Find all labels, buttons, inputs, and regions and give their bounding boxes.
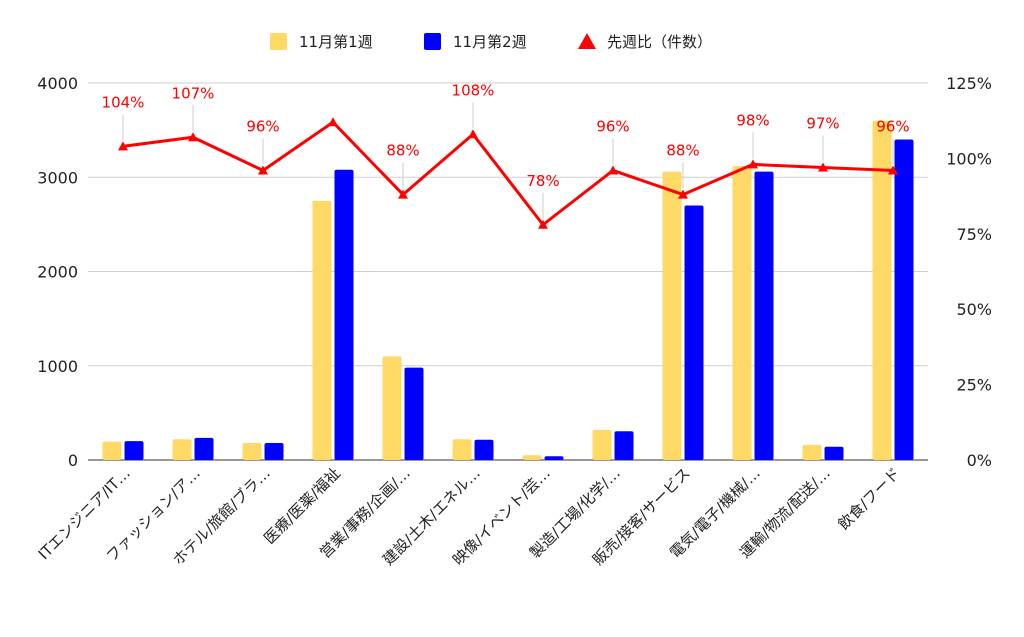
bar-week2	[334, 169, 354, 460]
ratio-data-label: 107%	[172, 84, 215, 102]
bar-week1	[382, 356, 402, 460]
left-axis-tick-label: 2000	[37, 263, 78, 282]
ratio-point	[468, 129, 478, 139]
bar-week1	[732, 165, 752, 460]
category-label: 飲食/フード	[834, 464, 903, 533]
bar-week2	[194, 437, 214, 460]
legend: 11月第1週 11月第2週 先週比（件数）	[270, 33, 712, 51]
bar-week2	[614, 431, 634, 460]
ratio-line-layer: 104% 107% 96% 88% 108% 78% 96% 88% 98% 97% 96%	[102, 81, 910, 229]
bar-week1	[172, 439, 192, 460]
ratio-data-label: 108%	[452, 81, 495, 99]
bar-week2	[894, 139, 914, 461]
ratio-point	[678, 189, 688, 199]
ratio-point	[118, 141, 128, 151]
bar-week1	[452, 439, 472, 460]
ratio-data-label: 96%	[596, 117, 629, 135]
legend-item: 先週比（件数）	[578, 33, 712, 51]
bar-week2	[824, 446, 844, 460]
bar-week2	[474, 439, 494, 460]
legend-label: 先週比（件数）	[607, 33, 712, 51]
left-axis-tick-label: 3000	[37, 168, 78, 187]
ratio-data-label: 104%	[102, 93, 145, 111]
ratio-data-label: 98%	[736, 111, 769, 129]
ratio-data-label: 78%	[526, 172, 559, 190]
ratio-data-label: 97%	[806, 114, 839, 132]
right-axis-tick-label: 0%	[967, 451, 992, 470]
legend-item: 11月第2週	[424, 33, 527, 51]
legend-swatch	[424, 33, 441, 50]
axis-labels: 010002000300040000%25%50%75%100%125%ITエン…	[35, 74, 992, 569]
ratio-point	[818, 162, 828, 172]
legend-label: 11月第2週	[453, 33, 527, 51]
bar-week2	[124, 441, 144, 460]
bar-week1	[592, 429, 612, 460]
bar-week2	[404, 367, 424, 460]
left-axis-tick-label: 0	[68, 451, 78, 470]
triangle-icon	[578, 33, 596, 49]
right-axis-tick-label: 25%	[956, 376, 992, 395]
left-axis-tick-label: 1000	[37, 357, 78, 376]
bar-week1	[802, 444, 822, 460]
ratio-point	[328, 117, 338, 127]
bars	[102, 120, 914, 461]
bar-week1	[102, 441, 122, 460]
bar-week1	[242, 443, 262, 460]
ratio-data-label: 88%	[386, 142, 419, 160]
legend-swatch	[270, 33, 287, 50]
right-axis-tick-label: 75%	[956, 225, 992, 244]
ratio-point	[608, 165, 618, 175]
ratio-data-label: 88%	[666, 142, 699, 160]
ratio-point	[538, 219, 548, 229]
ratio-point	[258, 165, 268, 175]
left-axis-tick-label: 4000	[37, 74, 78, 93]
right-axis-tick-label: 50%	[956, 300, 992, 319]
bar-week1	[522, 455, 542, 460]
ratio-data-label: 96%	[876, 117, 909, 135]
ratio-point	[888, 165, 898, 175]
ratio-data-label: 96%	[246, 117, 279, 135]
bar-week2	[684, 205, 704, 460]
bar-week2	[264, 443, 284, 460]
bar-week1	[872, 120, 892, 460]
legend-label: 11月第1週	[299, 33, 373, 51]
bar-week1	[312, 200, 332, 460]
ratio-point	[748, 159, 758, 169]
bar-week2	[754, 171, 774, 460]
right-axis-tick-label: 100%	[946, 149, 992, 168]
ratio-line	[122, 120, 894, 227]
gridlines	[88, 82, 928, 461]
right-axis-tick-label: 125%	[946, 74, 992, 93]
bar-week2	[544, 456, 564, 460]
legend-item: 11月第1週	[270, 33, 373, 51]
bar-week1	[662, 171, 682, 460]
ratio-point	[188, 132, 198, 142]
ratio-point	[398, 189, 408, 199]
